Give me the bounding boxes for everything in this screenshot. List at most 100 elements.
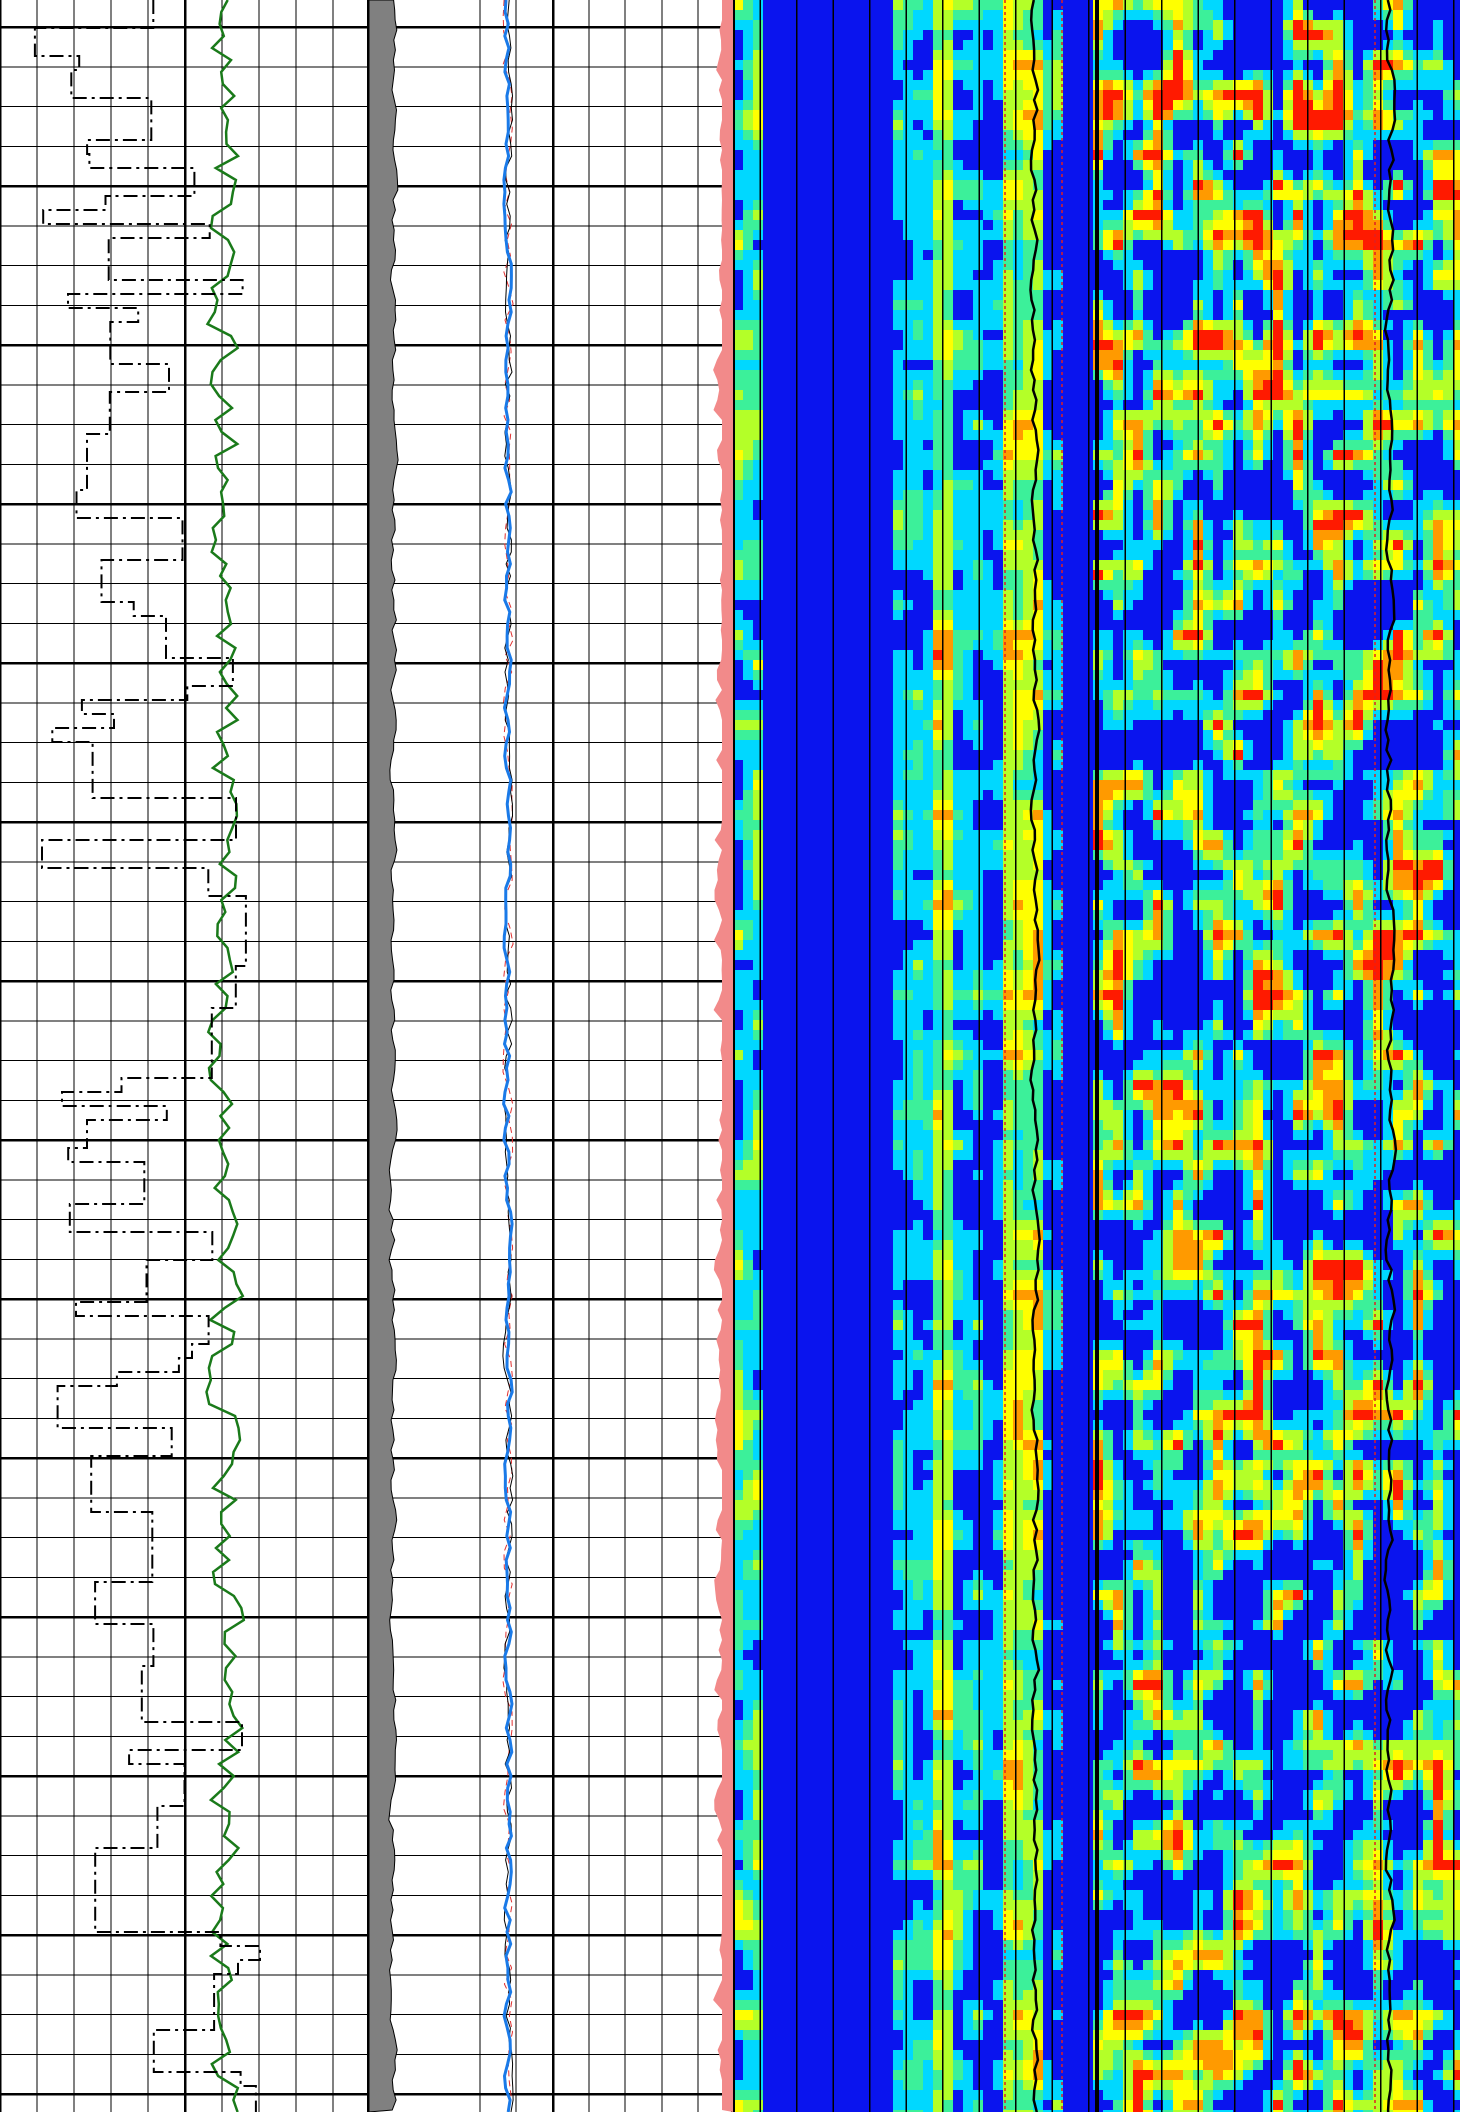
image-cell: [1233, 580, 1243, 590]
image-cell: [1443, 300, 1453, 310]
image-cell: [933, 80, 943, 90]
image-cell: [1443, 540, 1453, 550]
image-cell: [863, 10, 873, 20]
image-cell: [963, 140, 973, 150]
image-cell: [1043, 130, 1053, 140]
image-cell: [1323, 90, 1333, 100]
image-cell: [853, 640, 863, 650]
image-cell: [1423, 540, 1433, 550]
image-cell: [753, 640, 763, 650]
image-cell: [1063, 220, 1073, 230]
image-cell: [1183, 250, 1193, 260]
image-cell: [1123, 260, 1133, 270]
image-cell: [1203, 30, 1213, 40]
image-cell: [1073, 20, 1083, 30]
image-cell: [843, 300, 853, 310]
image-cell: [903, 410, 913, 420]
image-cell: [1233, 140, 1243, 150]
image-cell: [1333, 10, 1343, 20]
image-cell: [1383, 110, 1393, 120]
image-cell: [1343, 450, 1353, 460]
image-cell: [1243, 50, 1253, 60]
image-cell: [1153, 110, 1163, 120]
image-cell: [1203, 250, 1213, 260]
image-cell: [1223, 410, 1233, 420]
image-cell: [1373, 180, 1383, 190]
image-cell: [973, 200, 983, 210]
image-cell: [943, 470, 953, 480]
image-cell: [933, 330, 943, 340]
image-cell: [1043, 610, 1053, 620]
image-cell: [913, 280, 923, 290]
image-cell: [1163, 390, 1173, 400]
image-cell: [1273, 150, 1283, 160]
image-cell: [773, 410, 783, 420]
image-cell: [803, 120, 813, 130]
image-cell: [803, 160, 813, 170]
image-cell: [733, 560, 743, 570]
image-cell: [1243, 10, 1253, 20]
image-cell: [1173, 650, 1183, 660]
image-cell: [1353, 460, 1363, 470]
image-cell: [993, 50, 1003, 60]
image-cell: [1283, 630, 1293, 640]
image-cell: [833, 200, 843, 210]
image-cell: [783, 160, 793, 170]
image-cell: [1133, 220, 1143, 230]
image-cell: [1003, 570, 1013, 580]
image-cell: [1243, 130, 1253, 140]
image-cell: [1293, 460, 1303, 470]
image-cell: [1203, 380, 1213, 390]
image-cell: [843, 330, 853, 340]
image-cell: [893, 210, 903, 220]
image-cell: [753, 400, 763, 410]
image-cell: [953, 160, 963, 170]
image-cell: [833, 100, 843, 110]
image-cell: [843, 220, 853, 230]
image-cell: [763, 50, 773, 60]
image-cell: [1443, 520, 1453, 530]
image-cell: [793, 160, 803, 170]
image-cell: [1253, 330, 1263, 340]
image-cell: [913, 560, 923, 570]
image-cell: [1453, 270, 1460, 280]
image-cell: [763, 250, 773, 260]
image-cell: [1043, 250, 1053, 260]
image-cell: [1023, 450, 1033, 460]
image-cell: [883, 580, 893, 590]
image-cell: [993, 350, 1003, 360]
image-cell: [1223, 490, 1233, 500]
image-cell: [1173, 180, 1183, 190]
image-cell: [743, 420, 753, 430]
image-cell: [893, 110, 903, 120]
image-cell: [1333, 190, 1343, 200]
image-cell: [973, 680, 983, 690]
image-cell: [753, 160, 763, 170]
image-cell: [1383, 270, 1393, 280]
image-cell: [1203, 630, 1213, 640]
image-cell: [873, 360, 883, 370]
image-cell: [1383, 620, 1393, 630]
image-cell: [1423, 30, 1433, 40]
image-cell: [1183, 20, 1193, 30]
image-cell: [1053, 560, 1063, 570]
image-cell: [1203, 120, 1213, 130]
image-cell: [1293, 280, 1303, 290]
image-cell: [1373, 280, 1383, 290]
image-cell: [1233, 670, 1243, 680]
image-cell: [953, 130, 963, 140]
image-cell: [1043, 150, 1053, 160]
image-cell: [1243, 320, 1253, 330]
image-cell: [1393, 140, 1403, 150]
image-cell: [773, 350, 783, 360]
image-cell: [1393, 610, 1403, 620]
image-cell: [1003, 190, 1013, 200]
image-cell: [1283, 90, 1293, 100]
image-cell: [1443, 260, 1453, 270]
image-cell: [1453, 280, 1460, 290]
image-cell: [843, 680, 853, 690]
image-cell: [1013, 680, 1023, 690]
image-cell: [913, 680, 923, 690]
image-cell: [1133, 240, 1143, 250]
image-cell: [1253, 0, 1263, 10]
